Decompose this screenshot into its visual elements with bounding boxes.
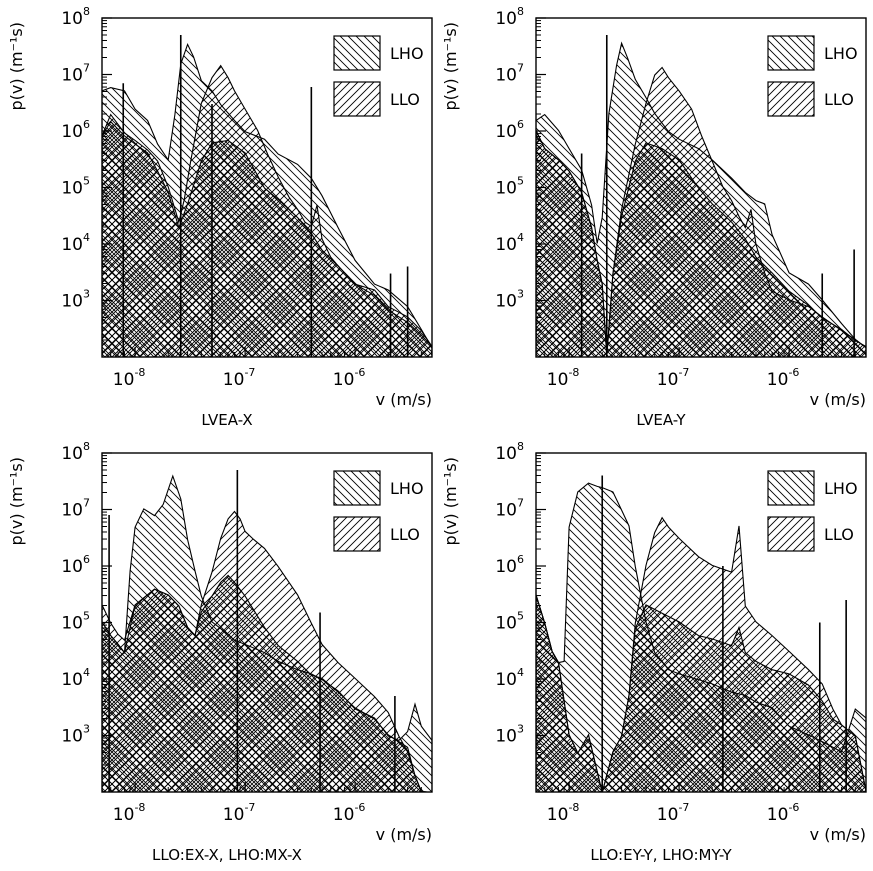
panel-1: 103 104 105 106 107 108 10-8 10-7 10-6 v (m/s) p(v… — [7, 5, 433, 429]
x-tick-label: 10-8 — [113, 801, 146, 825]
y-tick-label: 104 — [61, 231, 90, 255]
legend: LHO LLO — [767, 470, 858, 552]
x-axis-title: v (m/s) — [810, 390, 866, 409]
legend-label-llo: LLO — [824, 525, 854, 544]
legend-label-lho: LHO — [824, 44, 858, 63]
y-axis-title: p(v) (m⁻¹s) — [7, 22, 26, 110]
panel-caption: LVEA-X — [201, 411, 252, 429]
panel-4: 103 104 105 106 107 108 10-8 10-7 10-6 v (m/s) p(v… — [441, 440, 867, 864]
y-tick-label: 104 — [495, 231, 524, 255]
legend-swatch-llo — [333, 516, 381, 552]
series-overlap-area — [536, 594, 866, 792]
x-tick-label: 10-6 — [767, 366, 800, 390]
y-axis-title: p(v) (m⁻¹s) — [441, 457, 460, 545]
legend-swatch-lho — [333, 35, 381, 71]
y-tick-label: 103 — [495, 288, 524, 312]
series-overlap-area — [102, 120, 432, 357]
legend-swatch-lho — [767, 35, 815, 71]
legend: LHO LLO — [333, 470, 424, 552]
legend-swatch-llo — [767, 516, 815, 552]
y-tick-label: 103 — [61, 288, 90, 312]
legend-label-lho: LHO — [390, 44, 424, 63]
x-tick-label: 10-6 — [333, 366, 366, 390]
panel-caption: LLO:EY-Y, LHO:MY-Y — [590, 846, 732, 864]
x-tick-label: 10-7 — [657, 366, 690, 390]
y-tick-label: 107 — [61, 497, 90, 521]
y-tick-label: 108 — [495, 440, 524, 464]
x-axis-title: v (m/s) — [376, 390, 432, 409]
y-tick-label: 106 — [495, 118, 524, 142]
x-tick-label: 10-7 — [223, 366, 256, 390]
y-axis-title: p(v) (m⁻¹s) — [7, 457, 26, 545]
legend-label-lho: LHO — [824, 479, 858, 498]
y-tick-label: 104 — [61, 666, 90, 690]
panel-3: 103 104 105 106 107 108 10-8 10-7 10-6 v (m/s) p(v… — [7, 440, 433, 864]
x-axis-title: v (m/s) — [376, 825, 432, 844]
x-axis-title: v (m/s) — [810, 825, 866, 844]
x-tick-label: 10-7 — [657, 801, 690, 825]
y-tick-label: 106 — [61, 118, 90, 142]
x-tick-label: 10-6 — [333, 801, 366, 825]
y-tick-label: 105 — [495, 175, 524, 199]
plot-area — [536, 475, 866, 792]
series-overlap-area — [102, 574, 432, 792]
plot-area — [102, 470, 432, 792]
panel-caption: LLO:EX-X, LHO:MX-X — [152, 846, 302, 864]
x-tick-label: 10-7 — [223, 801, 256, 825]
y-tick-label: 107 — [61, 62, 90, 86]
legend-label-llo: LLO — [390, 90, 420, 109]
y-tick-label: 108 — [61, 440, 90, 464]
y-tick-label: 105 — [61, 175, 90, 199]
legend: LHO LLO — [333, 35, 424, 117]
y-axis-title: p(v) (m⁻¹s) — [441, 22, 460, 110]
legend-swatch-llo — [767, 81, 815, 117]
y-tick-label: 103 — [495, 723, 524, 747]
x-tick-label: 10-8 — [547, 366, 580, 390]
x-tick-label: 10-8 — [113, 366, 146, 390]
legend-label-llo: LLO — [824, 90, 854, 109]
panel-caption: LVEA-Y — [636, 411, 686, 429]
y-tick-label: 107 — [495, 62, 524, 86]
legend-swatch-lho — [333, 470, 381, 506]
plot-area — [536, 35, 866, 357]
legend-label-lho: LHO — [390, 479, 424, 498]
legend: LHO LLO — [767, 35, 858, 117]
panel-2: 103 104 105 106 107 108 10-8 10-7 10-6 v (m/s) p(v… — [441, 5, 867, 429]
y-tick-label: 103 — [61, 723, 90, 747]
legend-label-llo: LLO — [390, 525, 420, 544]
legend-swatch-llo — [333, 81, 381, 117]
y-tick-label: 108 — [61, 5, 90, 29]
plot-area — [102, 35, 432, 357]
legend-swatch-lho — [767, 470, 815, 506]
y-tick-label: 108 — [495, 5, 524, 29]
y-tick-label: 107 — [495, 497, 524, 521]
series-overlap-area — [536, 130, 866, 357]
y-tick-label: 106 — [495, 553, 524, 577]
x-tick-label: 10-6 — [767, 801, 800, 825]
y-tick-label: 106 — [61, 553, 90, 577]
y-tick-label: 105 — [61, 610, 90, 634]
y-tick-label: 105 — [495, 610, 524, 634]
x-tick-label: 10-8 — [547, 801, 580, 825]
y-tick-label: 104 — [495, 666, 524, 690]
